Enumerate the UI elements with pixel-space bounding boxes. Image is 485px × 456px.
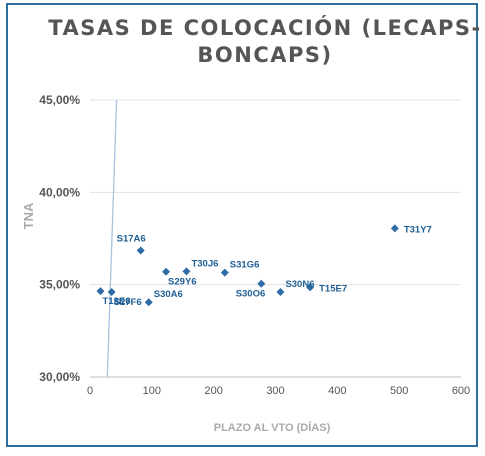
x-tick-labels: 0 100 200 300 400 500 600 [87, 385, 470, 397]
data-point-label: S29Y6 [168, 277, 197, 288]
data-point-s31g6 [220, 268, 229, 277]
y-axis-label: TNA [21, 202, 36, 229]
x-tick-label: 200 [204, 385, 222, 397]
x-tick-label: 0 [87, 385, 93, 397]
x-tick-label: 100 [143, 385, 161, 397]
y-tick-label: 40,00% [39, 185, 80, 199]
data-point-label: T30J6 [191, 258, 218, 269]
data-point-label: S17A6 [117, 234, 146, 245]
x-tick-label: 600 [452, 385, 470, 397]
data-point-label: S30O6 [236, 289, 266, 300]
data-points [96, 224, 399, 307]
x-tick-label: 400 [328, 385, 346, 397]
y-tick-label: 35,00% [39, 278, 80, 292]
data-point-t30j6 [182, 267, 191, 276]
data-point-s30o6 [257, 279, 266, 288]
data-point-s30n6 [276, 288, 285, 297]
data-point-label: T31Y7 [404, 224, 432, 235]
data-point-label: S31G6 [230, 260, 260, 271]
y-tick-label: 45,00% [39, 93, 80, 107]
trendline [106, 99, 118, 378]
trendline-layer [106, 99, 118, 378]
grid-lines [90, 99, 461, 286]
chart-frame [6, 3, 478, 447]
data-point-s29y6 [162, 267, 171, 276]
data-point-label: T13E6 [103, 296, 131, 307]
data-point-t31y7 [390, 224, 399, 233]
y-tick-labels: 30,00% 35,00% 40,00% 45,00% [39, 93, 80, 384]
chart-title-line-2: BONCAPS) [197, 43, 332, 67]
x-axis-label: PLAZO AL VTO (DÍAS) [214, 421, 331, 434]
data-point-t13e6 [96, 287, 105, 296]
y-tick-label: 30,00% [39, 370, 80, 384]
data-point-s17a6 [136, 246, 145, 255]
x-tick-label: 500 [390, 385, 408, 397]
data-point-label: S30N6 [285, 279, 314, 290]
data-point-t15e7 [306, 283, 315, 292]
data-point-label: T15E7 [319, 283, 347, 294]
data-point-label: S30A6 [154, 289, 183, 300]
chart-title-line-1: TASAS DE COLOCACIÓN (LECAPS- [48, 15, 481, 40]
data-point-label: S27F6 [114, 297, 142, 308]
x-tick-label: 300 [266, 385, 284, 397]
data-point-s30a6 [144, 298, 153, 307]
data-point-s27f6 [107, 288, 116, 297]
